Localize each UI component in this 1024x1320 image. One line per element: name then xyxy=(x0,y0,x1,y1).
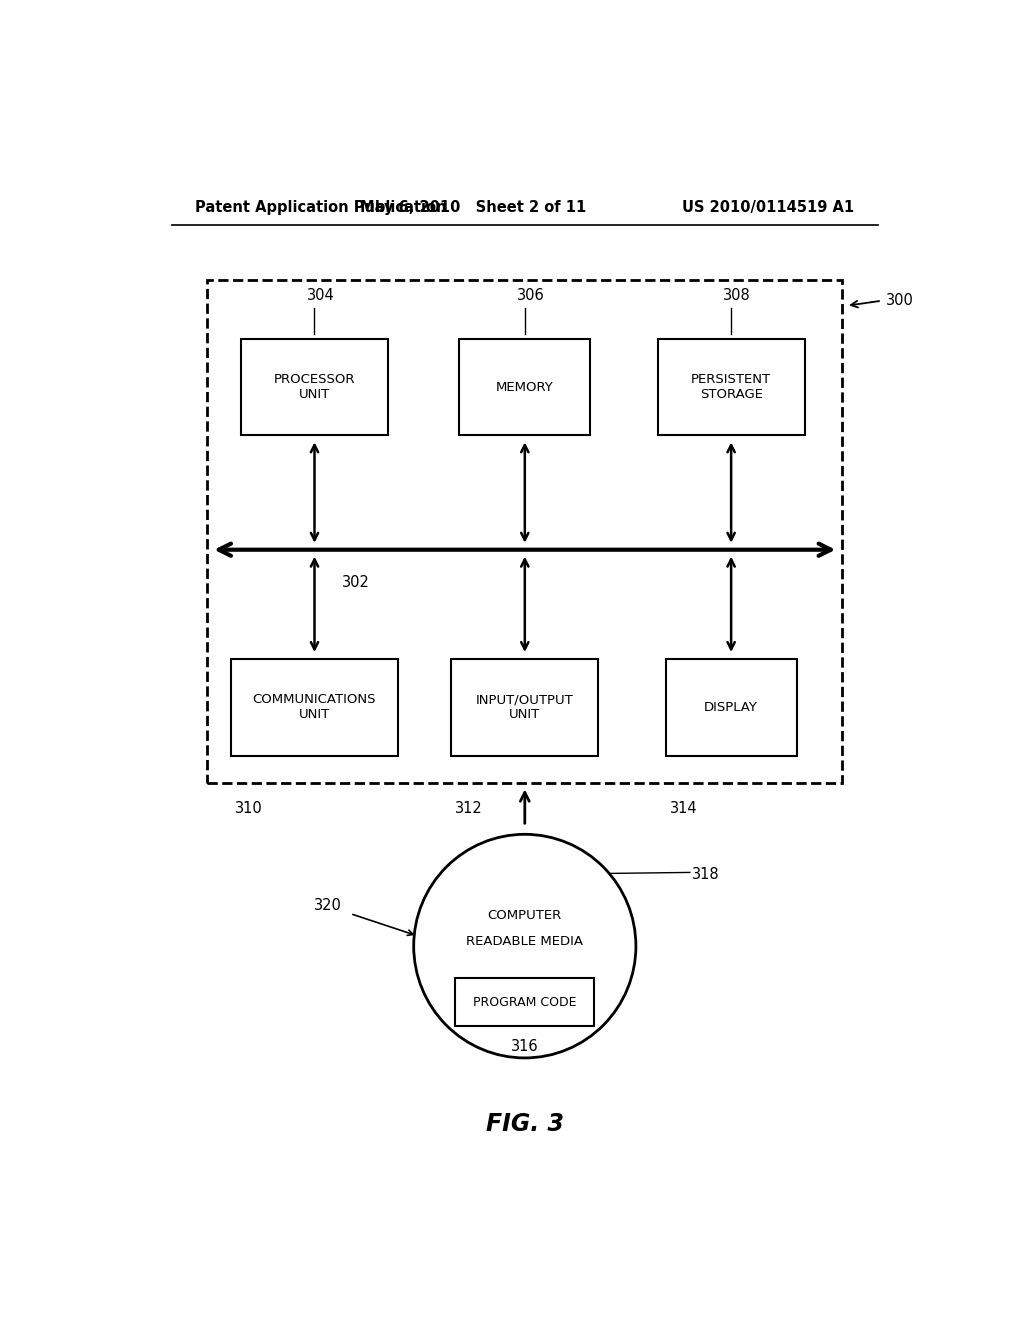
Text: 312: 312 xyxy=(456,801,483,816)
Text: COMPUTER: COMPUTER xyxy=(487,909,562,923)
Text: PROGRAM CODE: PROGRAM CODE xyxy=(473,995,577,1008)
Text: US 2010/0114519 A1: US 2010/0114519 A1 xyxy=(682,199,854,215)
Bar xyxy=(460,339,590,436)
Text: MEMORY: MEMORY xyxy=(496,380,554,393)
Text: INPUT/OUTPUT
UNIT: INPUT/OUTPUT UNIT xyxy=(476,693,573,721)
Ellipse shape xyxy=(414,834,636,1057)
Text: READABLE MEDIA: READABLE MEDIA xyxy=(466,935,584,948)
Text: Patent Application Publication: Patent Application Publication xyxy=(196,199,446,215)
Text: 314: 314 xyxy=(670,801,697,816)
Bar xyxy=(456,978,594,1027)
Text: 318: 318 xyxy=(691,867,719,882)
Bar xyxy=(231,659,397,755)
Text: 302: 302 xyxy=(342,576,370,590)
Text: 320: 320 xyxy=(314,898,342,913)
Text: 316: 316 xyxy=(511,1039,539,1053)
Text: FIG. 3: FIG. 3 xyxy=(485,1111,564,1137)
Text: 308: 308 xyxy=(723,288,751,304)
Bar xyxy=(452,659,598,755)
Text: 300: 300 xyxy=(886,293,913,308)
Bar xyxy=(207,280,843,784)
Text: 306: 306 xyxy=(517,288,545,304)
Bar xyxy=(241,339,388,436)
Text: May 6, 2010   Sheet 2 of 11: May 6, 2010 Sheet 2 of 11 xyxy=(360,199,587,215)
Text: DISPLAY: DISPLAY xyxy=(705,701,758,714)
Text: COMMUNICATIONS
UNIT: COMMUNICATIONS UNIT xyxy=(253,693,376,721)
Text: 304: 304 xyxy=(306,288,334,304)
Text: 310: 310 xyxy=(236,801,263,816)
Text: PROCESSOR
UNIT: PROCESSOR UNIT xyxy=(273,374,355,401)
Bar xyxy=(657,339,805,436)
Bar xyxy=(666,659,797,755)
Text: PERSISTENT
STORAGE: PERSISTENT STORAGE xyxy=(691,374,771,401)
